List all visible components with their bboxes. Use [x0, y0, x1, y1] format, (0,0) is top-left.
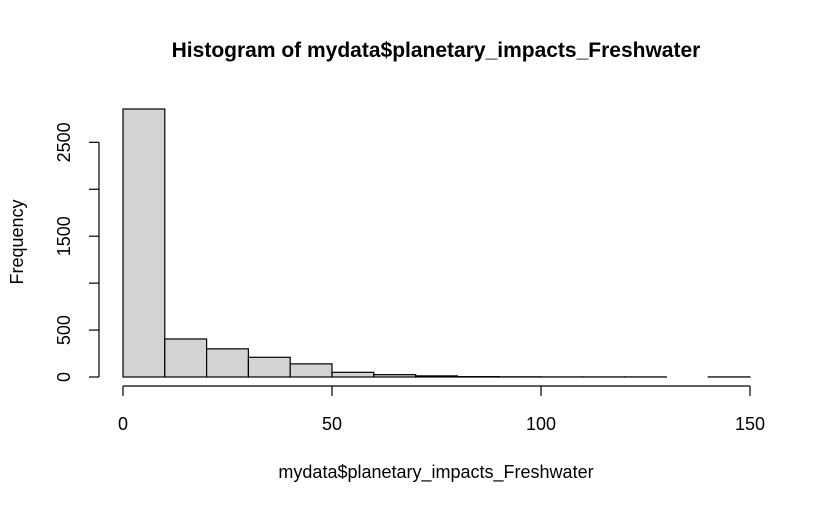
histogram-bar	[206, 348, 250, 378]
x-tick-label: 150	[735, 414, 765, 434]
histogram-bar	[289, 363, 333, 378]
y-tick-label: 2500	[54, 122, 74, 162]
x-tick-label: 0	[118, 414, 128, 434]
y-axis: 0 500 1500 2500	[54, 122, 100, 382]
y-axis-label: Frequency	[7, 199, 27, 284]
histogram-bar	[247, 356, 291, 378]
x-axis: 0 50 100 150	[118, 385, 765, 434]
x-axis-label: mydata$planetary_impacts_Freshwater	[278, 462, 593, 483]
histogram-bar	[415, 375, 459, 378]
bars-layer	[122, 108, 751, 378]
x-tick-label: 100	[526, 414, 556, 434]
y-tick-label: 1500	[54, 216, 74, 256]
x-tick-label: 50	[322, 414, 342, 434]
chart-title: Histogram of mydata$planetary_impacts_Fr…	[172, 39, 701, 62]
histogram-bar	[373, 374, 417, 378]
y-tick-label: 500	[54, 315, 74, 345]
histogram-bar	[122, 108, 166, 378]
histogram-bar	[331, 371, 375, 378]
histogram-bar	[164, 338, 208, 378]
y-tick-label: 0	[54, 372, 74, 382]
